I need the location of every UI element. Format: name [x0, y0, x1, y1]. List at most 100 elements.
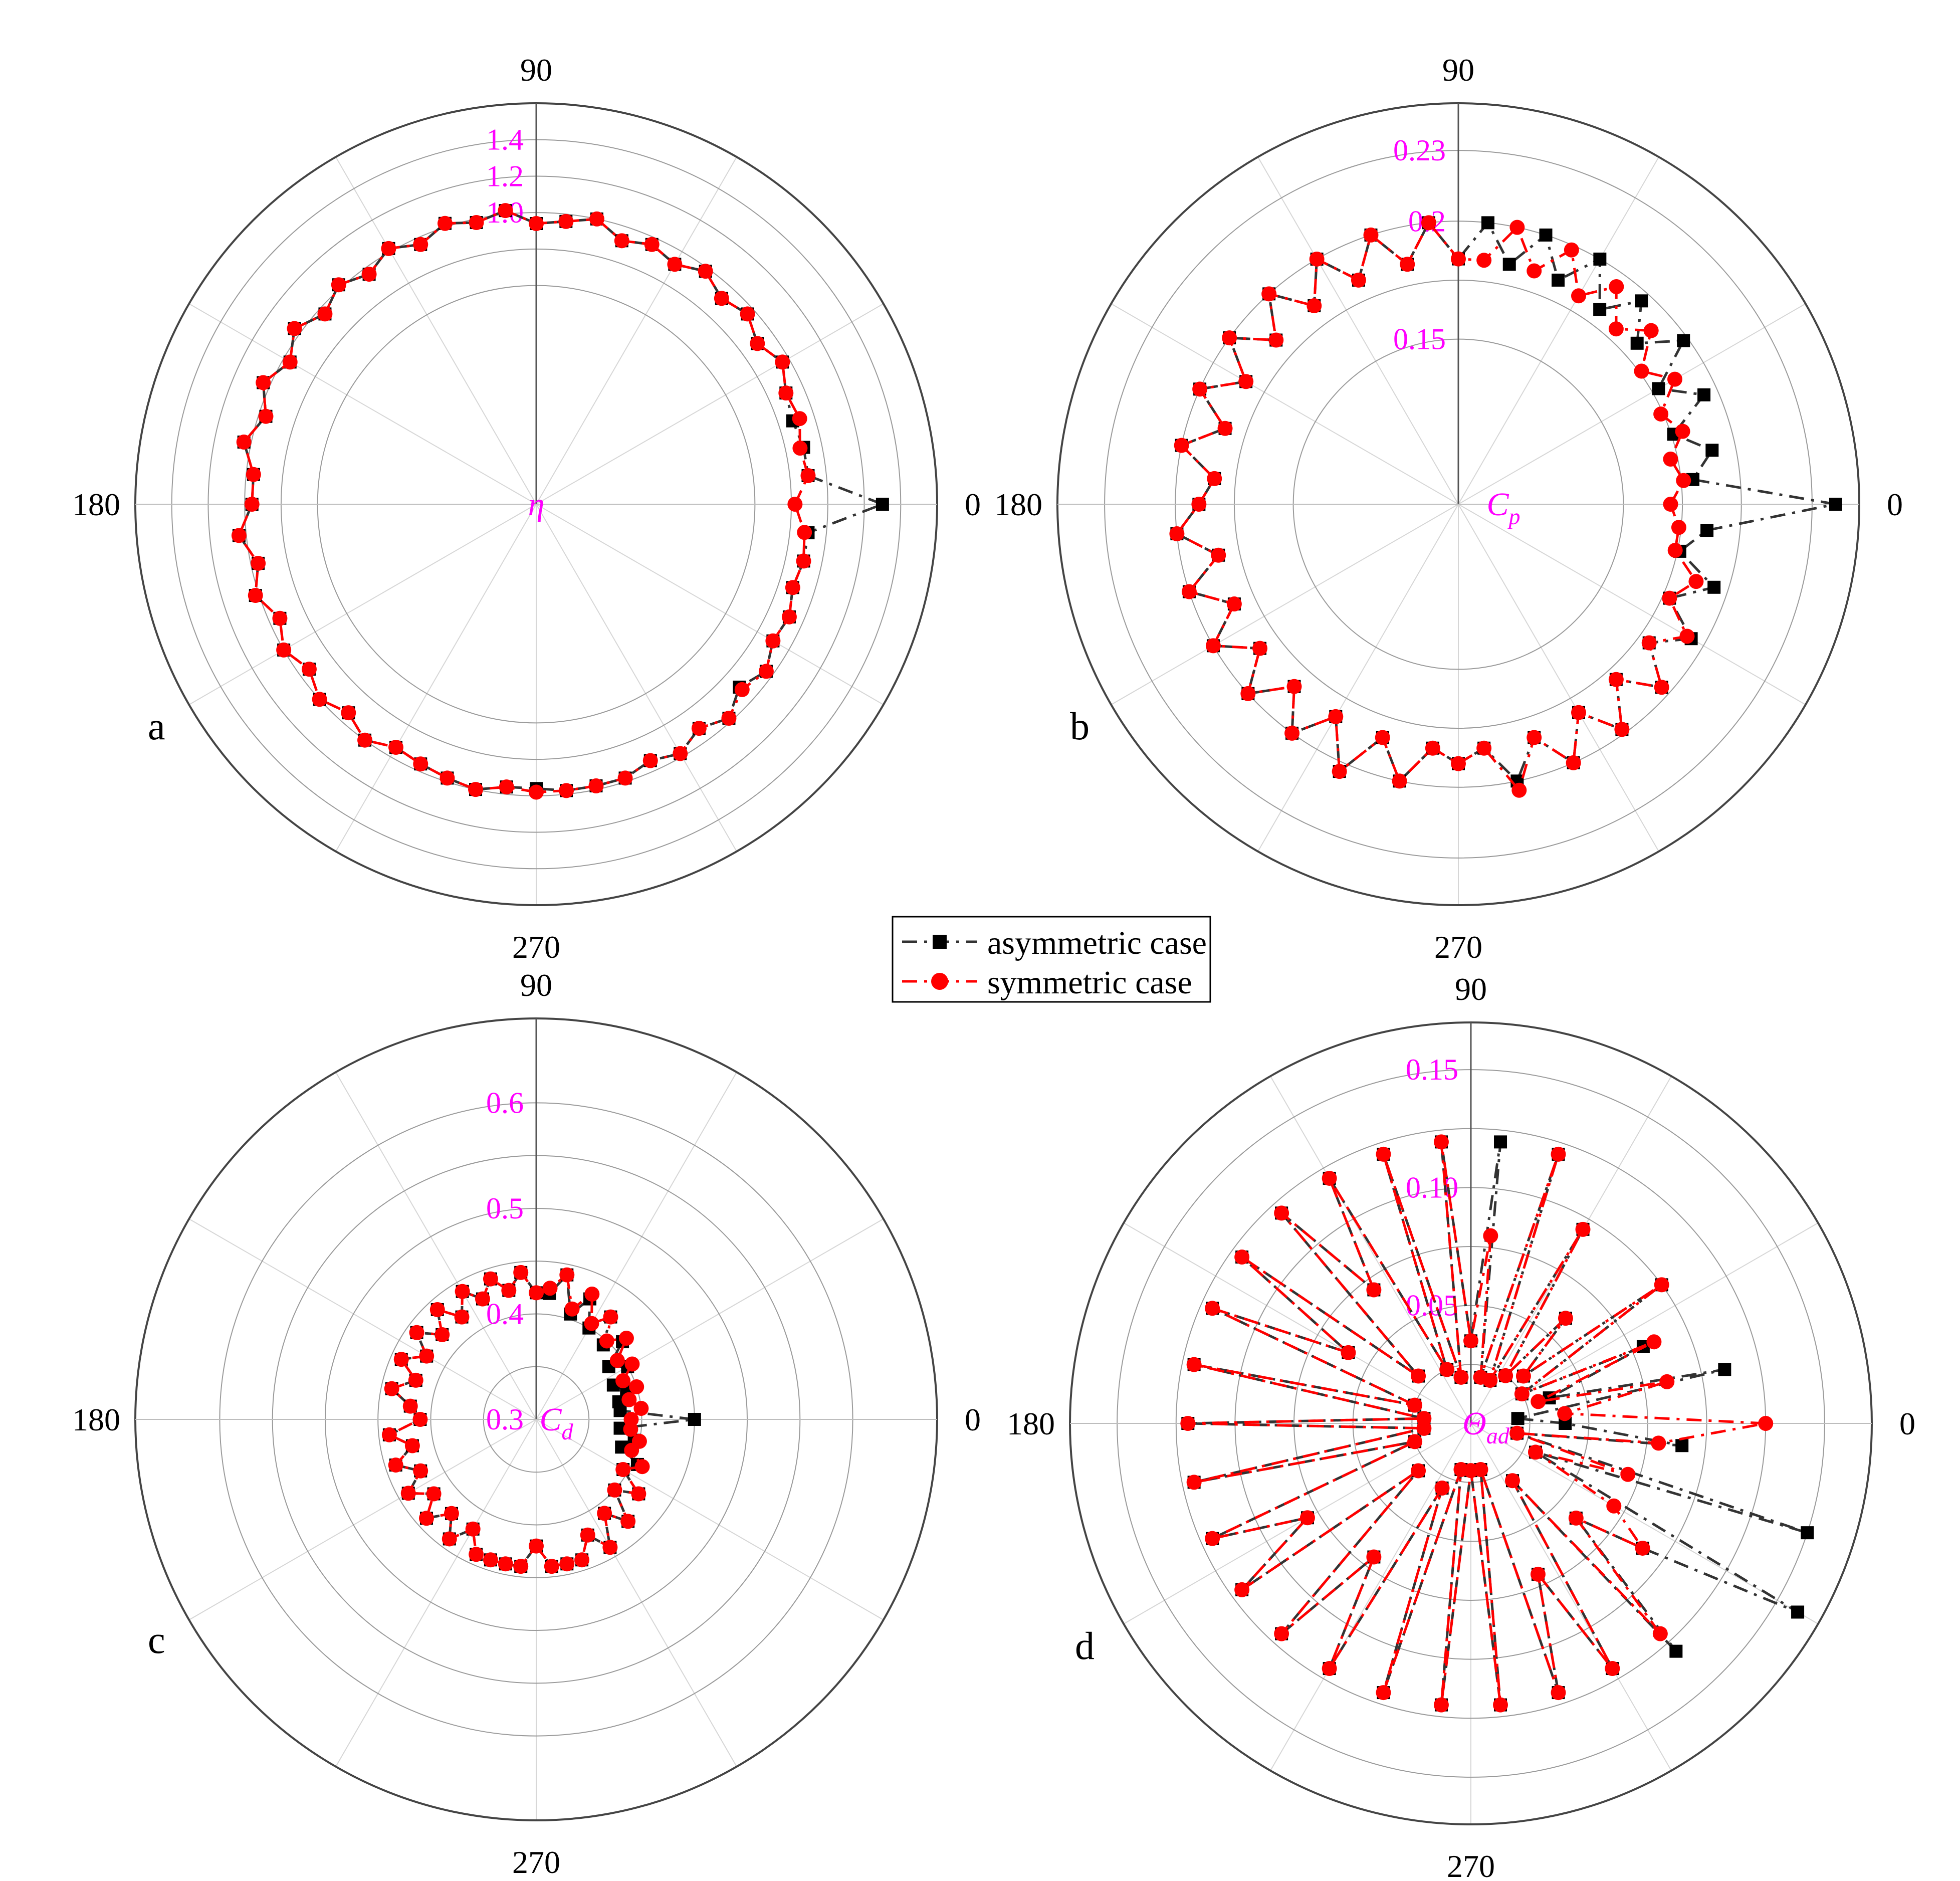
- marker-symmetric-84: [1476, 253, 1492, 268]
- marker-symmetric-252: [1376, 1685, 1391, 1701]
- marker-symmetric-282: [1473, 1462, 1488, 1478]
- marker-asymmetric-0: [688, 1413, 701, 1426]
- marker-symmetric-348: [796, 553, 811, 569]
- marker-symmetric-12: [1659, 1374, 1675, 1389]
- marker-symmetric-228: [444, 1506, 459, 1521]
- series-line-asymmetric: [238, 209, 886, 792]
- marker-symmetric-60: [1575, 1221, 1591, 1237]
- marker-symmetric-108: [1376, 1146, 1391, 1162]
- marker-asymmetric-0: [876, 498, 889, 511]
- marker-symmetric-84: [558, 214, 574, 229]
- marker-symmetric-36: [1634, 363, 1649, 379]
- marker-symmetric-108: [1363, 227, 1379, 243]
- center-label-main: C: [1486, 486, 1509, 523]
- marker-symmetric-276: [1493, 1697, 1508, 1713]
- marker-symmetric-348: [1509, 1425, 1525, 1441]
- marker-symmetric-282: [588, 778, 604, 793]
- center-variable-label: Cp: [1486, 486, 1520, 529]
- marker-symmetric-36: [1654, 1277, 1669, 1293]
- spoke-210: [1123, 1423, 1471, 1624]
- spoke-30: [536, 303, 884, 505]
- marker-symmetric-78: [589, 211, 604, 227]
- marker-symmetric-54: [698, 264, 713, 279]
- marker-asymmetric-48: [1635, 294, 1648, 308]
- marker-symmetric-330: [765, 633, 781, 649]
- legend-marker-square: [933, 935, 947, 949]
- marker-symmetric-276: [544, 1559, 559, 1574]
- marker-symmetric-324: [1635, 1540, 1650, 1556]
- marker-symmetric-18: [1675, 424, 1690, 439]
- marker-symmetric-306: [1504, 1473, 1520, 1489]
- marker-symmetric-96: [1433, 1134, 1449, 1150]
- marker-symmetric-126: [454, 1309, 470, 1325]
- marker-symmetric-108: [483, 1271, 498, 1287]
- marker-symmetric-222: [1411, 1463, 1426, 1479]
- spoke-120: [335, 1072, 537, 1420]
- marker-symmetric-168: [1174, 438, 1189, 453]
- marker-symmetric-84: [542, 1281, 558, 1296]
- marker-symmetric-72: [1551, 1146, 1566, 1162]
- angle-label-90: 90: [1442, 52, 1474, 88]
- marker-symmetric-198: [1407, 1434, 1423, 1449]
- marker-symmetric-156: [1205, 1301, 1220, 1316]
- marker-asymmetric-12: [1705, 444, 1719, 457]
- marker-symmetric-294: [580, 1527, 595, 1543]
- marker-symmetric-264: [1433, 1697, 1449, 1713]
- marker-symmetric-54: [603, 1309, 618, 1325]
- marker-symmetric-54: [1498, 1368, 1513, 1383]
- marker-symmetric-0: [1758, 1416, 1774, 1431]
- marker-symmetric-18: [1531, 1394, 1546, 1409]
- spoke-60: [536, 1072, 737, 1420]
- marker-symmetric-312: [620, 1514, 636, 1529]
- marker-symmetric-78: [1473, 1369, 1488, 1385]
- center-label-main: C: [539, 1401, 562, 1438]
- marker-symmetric-78: [1509, 220, 1525, 235]
- angle-label-90: 90: [1455, 971, 1487, 1007]
- marker-symmetric-336: [634, 1459, 650, 1475]
- marker-symmetric-258: [1392, 773, 1407, 789]
- center-label-subscript: ad: [1486, 1423, 1510, 1448]
- marker-symmetric-336: [781, 609, 797, 624]
- marker-symmetric-222: [418, 1511, 434, 1526]
- legend: asymmetric case symmetric case: [892, 916, 1211, 1003]
- marker-symmetric-132: [1261, 286, 1277, 302]
- marker-symmetric-102: [501, 1283, 517, 1298]
- legend-item-asymmetric: asymmetric case: [902, 925, 1207, 961]
- marker-symmetric-204: [272, 610, 288, 626]
- marker-symmetric-288: [617, 770, 633, 786]
- radial-tick-label: 0.4: [486, 1297, 524, 1330]
- marker-symmetric-306: [597, 1506, 612, 1521]
- marker-symmetric-120: [1322, 1170, 1337, 1186]
- marker-symmetric-144: [409, 1325, 424, 1340]
- spoke-330: [1458, 504, 1806, 705]
- marker-symmetric-42: [740, 306, 755, 322]
- marker-symmetric-312: [721, 710, 737, 726]
- marker-symmetric-60: [667, 257, 683, 272]
- marker-symmetric-318: [1654, 680, 1669, 695]
- spoke-120: [1257, 156, 1459, 505]
- spoke-300: [536, 504, 737, 852]
- legend-box: [892, 916, 1211, 1003]
- marker-symmetric-222: [1240, 686, 1256, 701]
- marker-symmetric-210: [276, 642, 292, 658]
- marker-symmetric-144: [287, 321, 302, 336]
- marker-symmetric-12: [621, 1392, 637, 1407]
- spoke-330: [536, 504, 884, 705]
- panel-label: d: [1075, 1624, 1095, 1667]
- center-variable-label: Θad: [1462, 1405, 1510, 1448]
- marker-symmetric-330: [615, 1462, 631, 1477]
- marker-symmetric-324: [631, 1486, 646, 1502]
- marker-symmetric-90: [529, 216, 544, 231]
- marker-symmetric-6: [800, 468, 816, 483]
- marker-symmetric-300: [602, 1540, 618, 1555]
- marker-symmetric-48: [1608, 321, 1624, 337]
- marker-symmetric-174: [246, 467, 261, 482]
- marker-symmetric-84: [1483, 1228, 1498, 1243]
- marker-symmetric-36: [750, 336, 765, 351]
- marker-symmetric-222: [312, 692, 327, 707]
- marker-symmetric-12: [1663, 451, 1678, 467]
- marker-symmetric-138: [1411, 1368, 1426, 1384]
- spoke-30: [1458, 303, 1806, 505]
- marker-symmetric-72: [614, 233, 629, 249]
